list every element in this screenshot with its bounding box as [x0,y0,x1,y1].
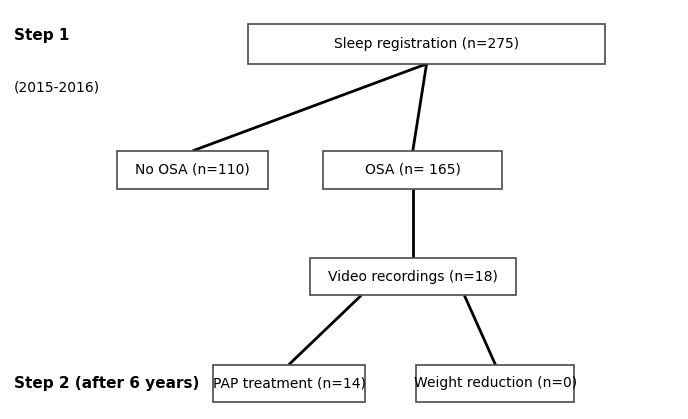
FancyBboxPatch shape [248,24,605,64]
FancyBboxPatch shape [213,365,365,402]
Text: Step 1: Step 1 [14,28,69,43]
FancyBboxPatch shape [117,151,268,189]
Text: No OSA (n=110): No OSA (n=110) [136,163,250,177]
Text: (2015-2016): (2015-2016) [14,81,100,95]
Text: OSA (n= 165): OSA (n= 165) [365,163,461,177]
Text: PAP treatment (n=14): PAP treatment (n=14) [213,376,365,391]
Text: Step 2 (after 6 years): Step 2 (after 6 years) [14,376,199,391]
FancyBboxPatch shape [416,365,574,402]
FancyBboxPatch shape [323,151,502,189]
Text: Video recordings (n=18): Video recordings (n=18) [328,269,497,284]
FancyBboxPatch shape [310,258,516,295]
Text: Sleep registration (n=275): Sleep registration (n=275) [334,37,519,51]
Text: Weight reduction (n=0): Weight reduction (n=0) [413,376,577,391]
